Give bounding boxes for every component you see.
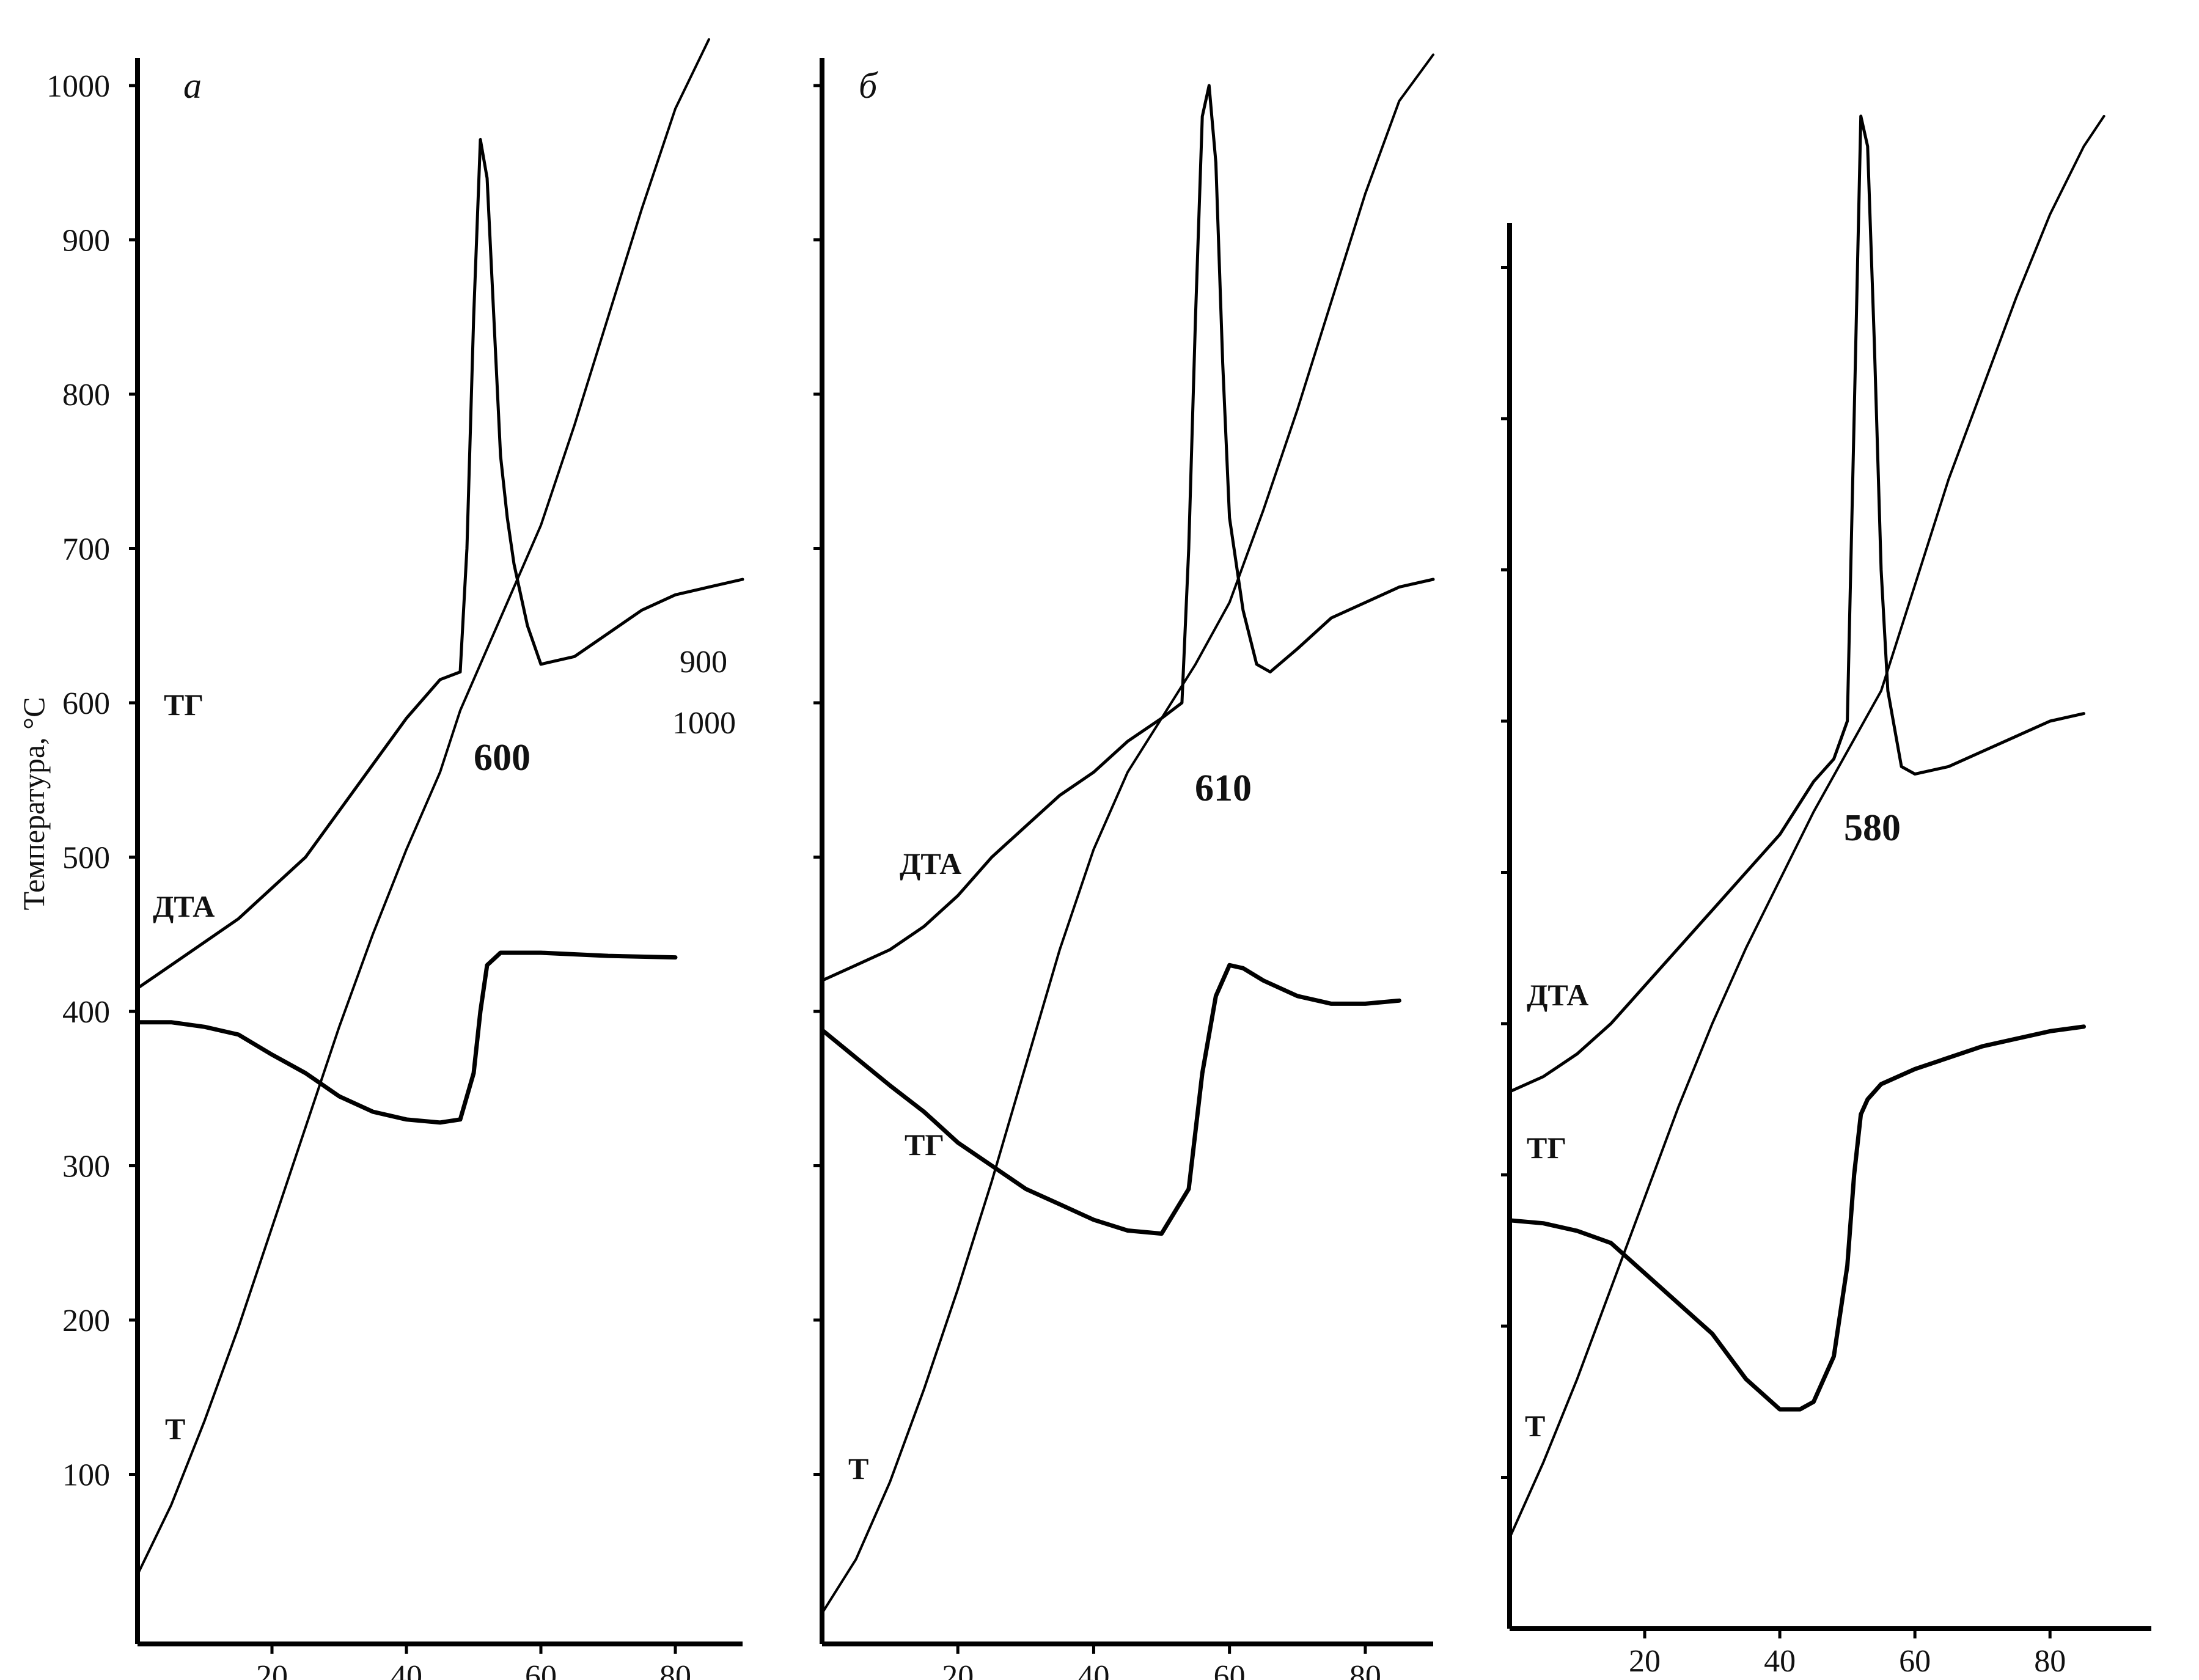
- curve-label-tg: ТГ: [905, 1128, 944, 1162]
- stray-label-1000: 1000: [672, 706, 736, 741]
- y-tick-label: 600: [62, 686, 110, 721]
- curve-label-t: Т: [165, 1412, 185, 1446]
- x-tick-label: 80: [659, 1659, 691, 1680]
- panel-letter: б: [859, 65, 878, 106]
- series-line-dta: [820, 84, 1435, 982]
- y-tick-label: 700: [62, 532, 110, 567]
- peak-temperature-label: 610: [1195, 768, 1252, 809]
- x-tick-label: 80: [2034, 1644, 2066, 1679]
- peak-temperature-label: 580: [1844, 807, 1901, 849]
- x-tick-label: 20: [256, 1659, 288, 1680]
- x-tick-label: 60: [1899, 1644, 1931, 1679]
- y-tick-label: 200: [62, 1304, 110, 1338]
- curve-label-t: Т: [1525, 1409, 1545, 1443]
- series-line-tg: [1507, 1024, 2086, 1412]
- chart-panel-2: 20 40 60 80 б Т ДТА ТГ 610: [813, 53, 1435, 1680]
- y-tick-label: 900: [62, 224, 110, 259]
- y-tick-label: 400: [62, 995, 110, 1030]
- y-tick-label: 300: [62, 1150, 110, 1184]
- x-tick-label: 40: [1764, 1644, 1796, 1679]
- curve-label-dta: ДТА: [900, 846, 961, 881]
- series-line-t: [136, 38, 710, 1576]
- curve-label-dta: ДТА: [153, 889, 215, 923]
- y-tick-label: 800: [62, 378, 110, 413]
- stray-label-900: 900: [680, 645, 727, 680]
- y-tick-label: 500: [62, 841, 110, 876]
- series-line-tg: [820, 963, 1401, 1236]
- curve-label-dta: ДТА: [1527, 978, 1588, 1012]
- series-line-tg: [135, 950, 678, 1125]
- curve-label-t: Т: [848, 1451, 868, 1486]
- chart-panel-1: 20 40 60 80 а Т ДТА ТГ 600: [129, 38, 744, 1680]
- x-tick-label: 60: [525, 1659, 557, 1680]
- peak-temperature-label: 600: [474, 737, 530, 779]
- series-line-dta: [136, 138, 744, 990]
- y-axis-label: Температура, °С: [17, 697, 51, 910]
- curve-label-tg: ТГ: [164, 688, 204, 722]
- curve-label-tg: ТГ: [1527, 1131, 1566, 1165]
- x-tick-label: 40: [391, 1659, 422, 1680]
- y-tick-label: 1000: [46, 69, 110, 104]
- panel-letter: а: [183, 65, 202, 106]
- y-tick-label: 100: [62, 1458, 110, 1493]
- series-line-t: [821, 53, 1434, 1615]
- x-tick-label: 80: [1349, 1659, 1381, 1680]
- chart-panel-3: 20 40 60 80 Т ДТА ТГ 580: [1501, 114, 2151, 1679]
- x-tick-label: 60: [1214, 1659, 1246, 1680]
- series-line-dta: [1508, 114, 2085, 1093]
- y-axis-tick-labels: 100 200 300 400 500 600 700 800 900 1000: [46, 69, 110, 1493]
- chart-panels: 20 40 60 80 а Т ДТА ТГ 600 20 40 60 80 б Т ДТА ТГ 610 20 40…: [129, 38, 2151, 1680]
- x-tick-label: 20: [1629, 1644, 1661, 1679]
- series-line-t: [1508, 115, 2105, 1539]
- x-tick-label: 20: [942, 1659, 974, 1680]
- x-tick-label: 40: [1077, 1659, 1109, 1680]
